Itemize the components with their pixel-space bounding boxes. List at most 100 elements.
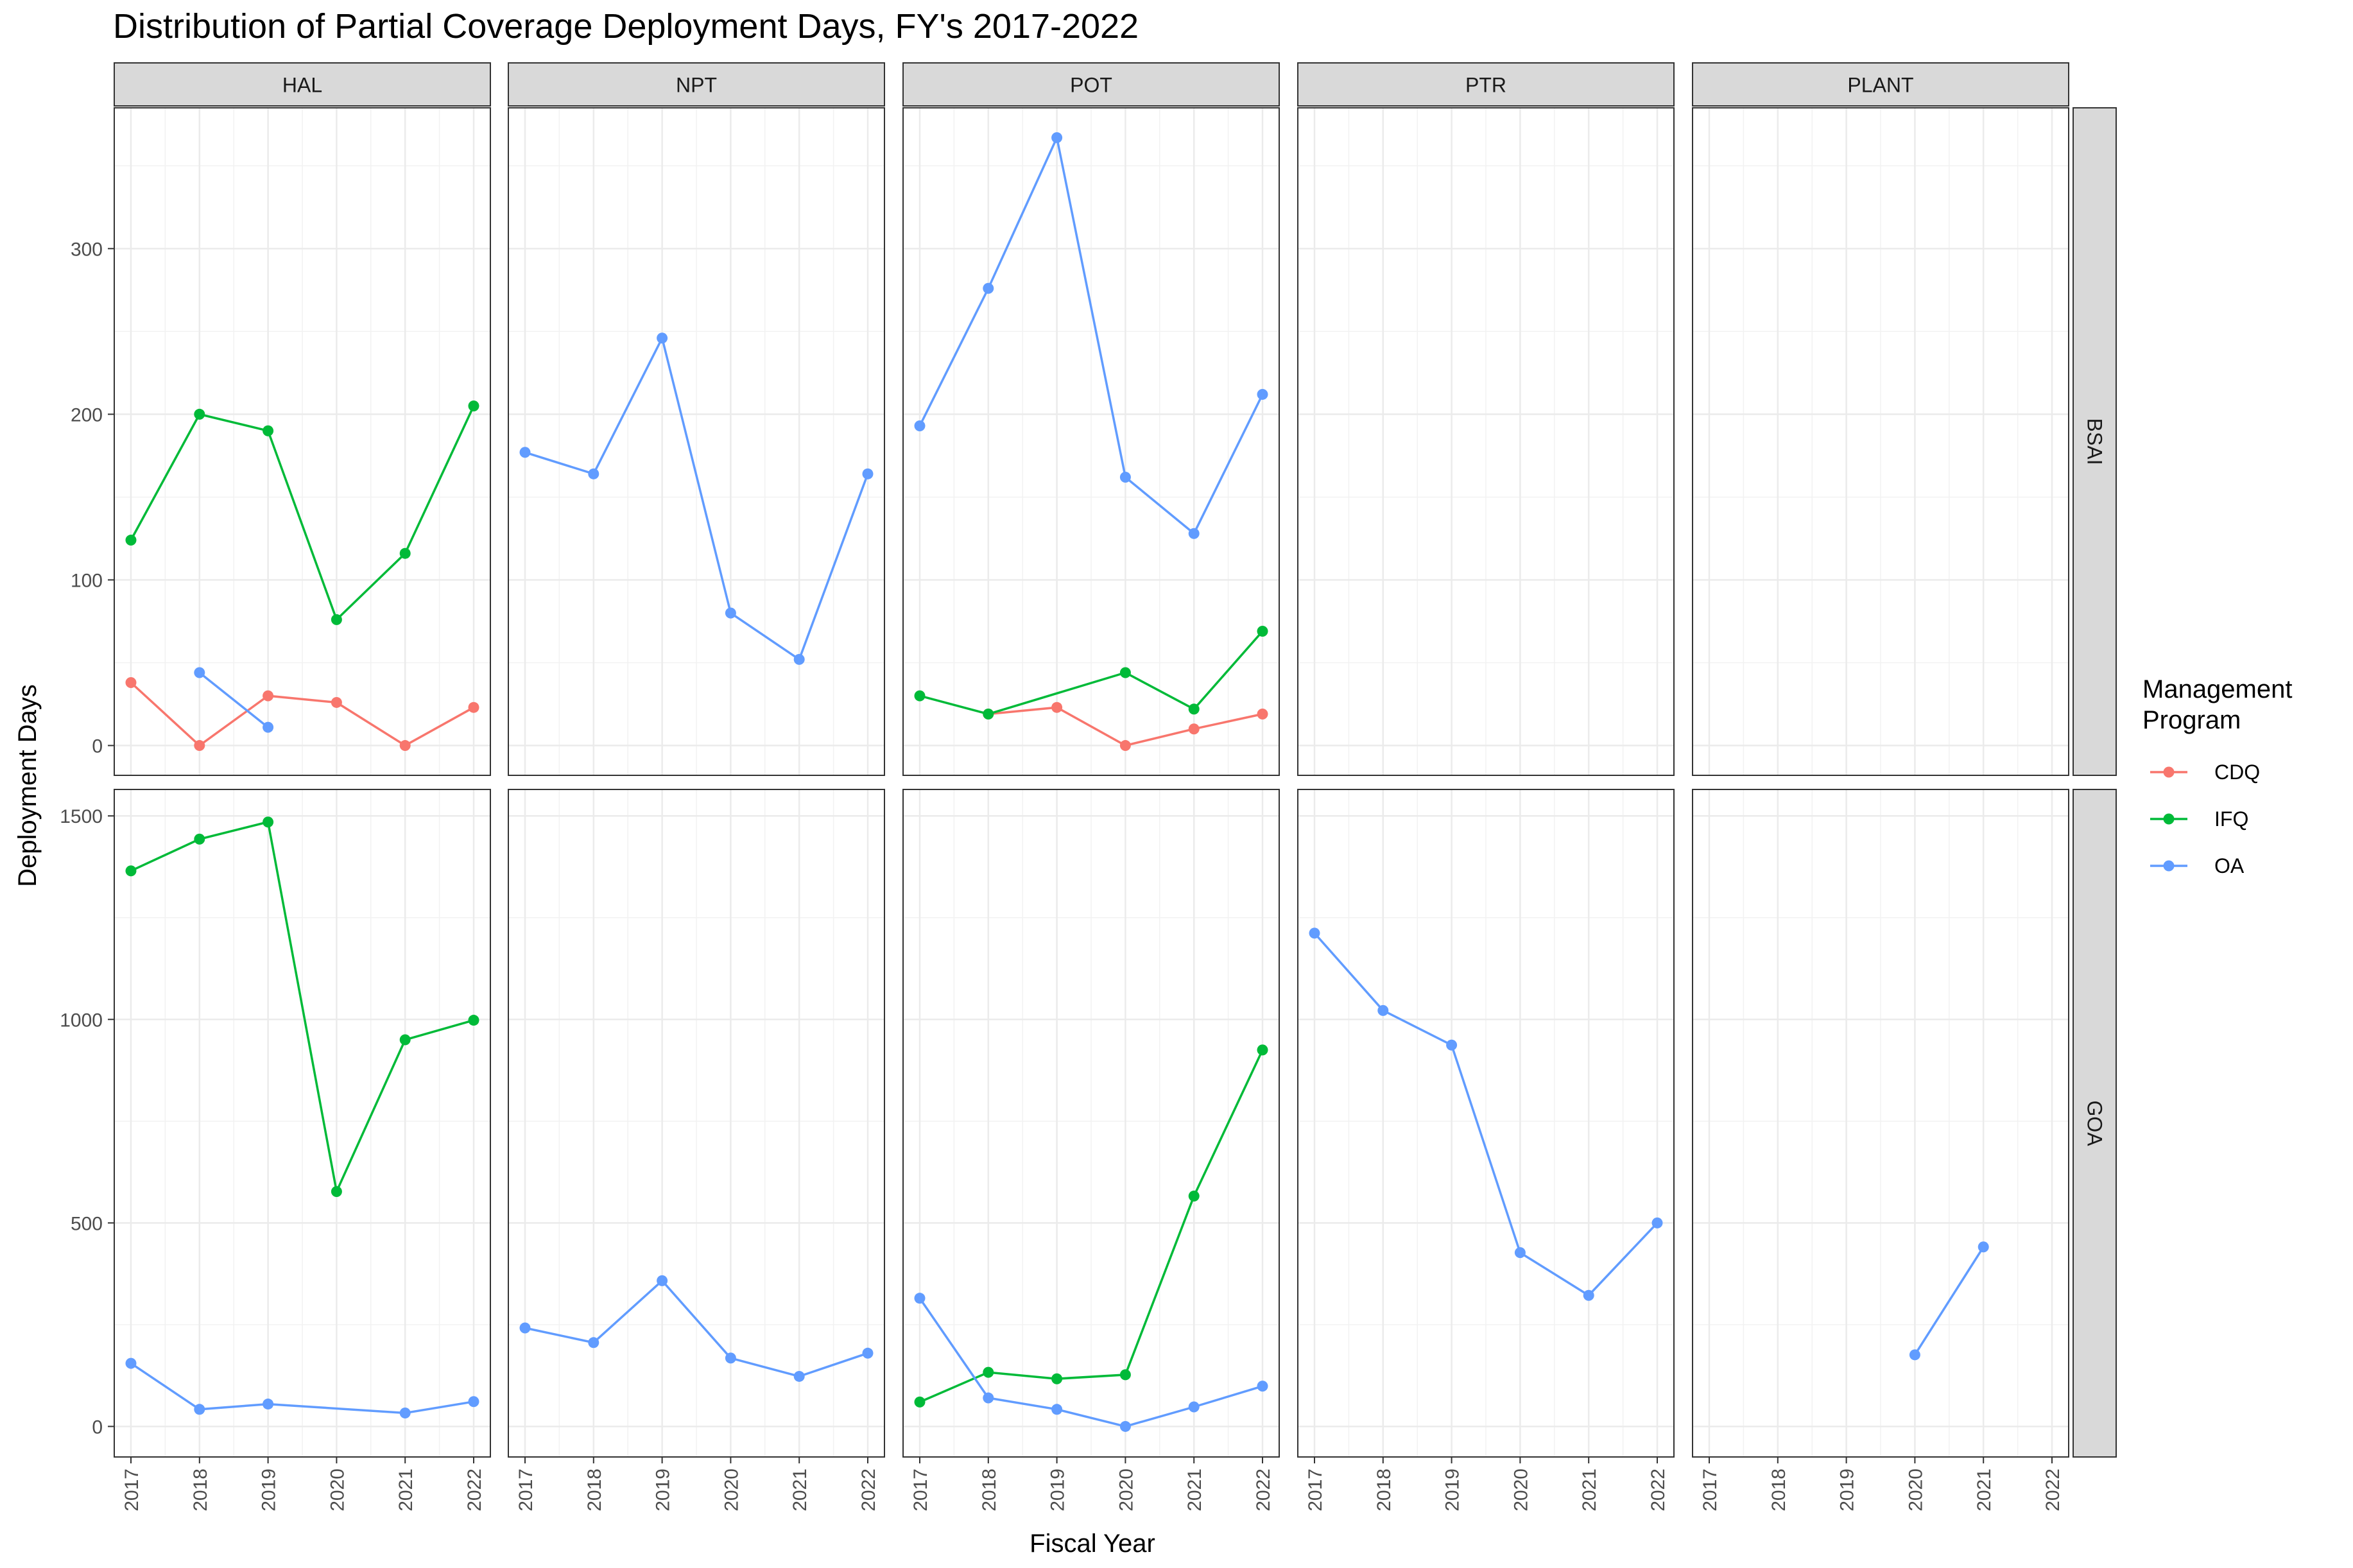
- x-tick-label: 2019: [1442, 1469, 1463, 1512]
- panel-plant-goa: [1692, 789, 2069, 1458]
- x-tick-label: 2021: [1579, 1469, 1600, 1512]
- y-tick-label: 0: [92, 1417, 103, 1438]
- series-line-oa: [918, 134, 1264, 535]
- x-tick-label: 2018: [979, 1469, 1000, 1512]
- panel-border: [1692, 789, 2069, 1458]
- data-point-cdq: [399, 740, 411, 752]
- x-tick-label: 2021: [1974, 1469, 1995, 1512]
- data-point-ifq: [1257, 625, 1268, 637]
- facet-label-pot: POT: [1070, 74, 1112, 97]
- data-point-ifq: [1188, 1191, 1200, 1202]
- data-point-cdq: [468, 702, 479, 713]
- data-point-ifq: [1257, 1044, 1268, 1056]
- data-point-oa: [657, 1275, 668, 1286]
- x-tick-label: 2020: [1905, 1469, 1926, 1512]
- data-point-cdq: [331, 696, 342, 708]
- data-point-oa: [588, 1337, 599, 1348]
- facet-label-bsai: BSAI: [2083, 418, 2107, 465]
- series-line-ifq: [130, 405, 475, 622]
- series-line-oa: [198, 671, 269, 728]
- panel-border: [1297, 789, 1675, 1458]
- facet-label-ptr: PTR: [1465, 74, 1506, 97]
- data-point-cdq: [1188, 723, 1200, 735]
- data-point-oa: [983, 282, 994, 294]
- facet-strip-pot: [902, 62, 1280, 107]
- x-tick-label: 2020: [1116, 1469, 1137, 1512]
- series-line-oa: [524, 1279, 868, 1378]
- legend-label-oa: OA: [2214, 854, 2245, 877]
- facet-strip-npt: [508, 62, 885, 107]
- data-point-oa: [1446, 1039, 1458, 1051]
- panel-pot-bsai: [902, 107, 1280, 776]
- x-tick-label: 2022: [464, 1469, 485, 1512]
- data-point-oa: [468, 1396, 479, 1408]
- x-tick-label: 2018: [1768, 1469, 1789, 1512]
- data-point-oa: [725, 1352, 736, 1364]
- data-point-cdq: [194, 740, 205, 752]
- data-point-oa: [1257, 388, 1268, 400]
- panel-border: [114, 789, 491, 1458]
- panel-border: [1692, 107, 2069, 776]
- data-point-oa: [399, 1408, 411, 1419]
- data-point-ifq: [125, 535, 137, 546]
- y-tick-label: 300: [71, 239, 103, 260]
- data-point-oa: [1583, 1289, 1594, 1301]
- facet-strip-bsai: [2073, 107, 2117, 776]
- data-point-oa: [1309, 927, 1320, 939]
- x-tick-label: 2019: [259, 1469, 280, 1512]
- data-point-ifq: [263, 816, 274, 828]
- data-point-oa: [1978, 1241, 1989, 1253]
- data-point-ifq: [983, 1366, 994, 1378]
- data-point-oa: [1514, 1247, 1526, 1259]
- data-point-oa: [588, 468, 599, 479]
- panel-border: [902, 107, 1280, 776]
- x-tick-label: 2017: [121, 1469, 142, 1512]
- panel-border: [114, 107, 491, 776]
- facet-strip-goa: [2073, 789, 2117, 1458]
- data-point-oa: [725, 607, 736, 619]
- legend-key-point-oa: [2163, 860, 2175, 872]
- data-point-cdq: [1119, 740, 1131, 752]
- data-point-oa: [862, 468, 874, 479]
- data-point-oa: [1051, 132, 1063, 143]
- legend-title: Management: [2142, 675, 2292, 703]
- x-tick-label: 2022: [1253, 1469, 1274, 1512]
- x-tick-label: 2020: [1510, 1469, 1531, 1512]
- panel-npt-goa: [508, 789, 885, 1458]
- panel-border: [508, 107, 885, 776]
- data-point-oa: [519, 1322, 531, 1334]
- x-tick-label: 2018: [1374, 1469, 1395, 1512]
- series-line-cdq: [130, 682, 474, 747]
- x-tick-label: 2017: [1305, 1469, 1326, 1512]
- data-point-ifq: [1188, 703, 1200, 715]
- x-axis-title: Fiscal Year: [1030, 1529, 1155, 1558]
- data-point-ifq: [1119, 1369, 1131, 1381]
- y-tick-label: 100: [71, 570, 103, 591]
- data-point-ifq: [331, 614, 342, 625]
- data-point-oa: [1119, 471, 1131, 483]
- data-point-oa: [519, 447, 531, 458]
- x-tick-label: 2020: [327, 1469, 348, 1512]
- panel-border: [1297, 107, 1675, 776]
- series-line-oa: [918, 1297, 1263, 1428]
- panel-border: [902, 789, 1280, 1458]
- legend: Management Program CDQ IFQ OA: [2142, 675, 2292, 877]
- data-point-oa: [793, 1370, 805, 1382]
- data-point-ifq: [468, 401, 479, 412]
- data-point-oa: [1257, 1381, 1268, 1392]
- y-axis-title: Deployment Days: [13, 684, 42, 887]
- x-tick-label: 2017: [910, 1469, 931, 1512]
- series-line-oa: [1913, 1246, 1985, 1356]
- panel-hal-bsai: [114, 107, 491, 776]
- data-point-oa: [263, 721, 274, 733]
- x-tick-label: 2021: [395, 1469, 417, 1512]
- legend-key-point-cdq: [2163, 766, 2175, 778]
- y-tick-label: 1000: [60, 1010, 103, 1031]
- data-point-ifq: [125, 865, 137, 877]
- data-point-oa: [1051, 1404, 1063, 1415]
- data-point-ifq: [194, 833, 205, 845]
- data-point-oa: [1909, 1349, 1920, 1361]
- panel-plant-bsai: [1692, 107, 2069, 776]
